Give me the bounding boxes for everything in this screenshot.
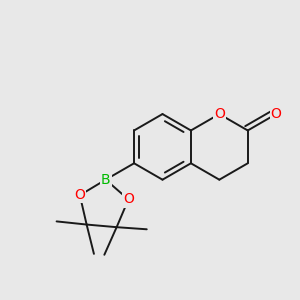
Text: O: O [123,193,134,206]
Text: O: O [271,107,282,121]
Text: B: B [101,173,110,187]
Text: O: O [214,107,225,121]
Text: O: O [74,188,85,202]
